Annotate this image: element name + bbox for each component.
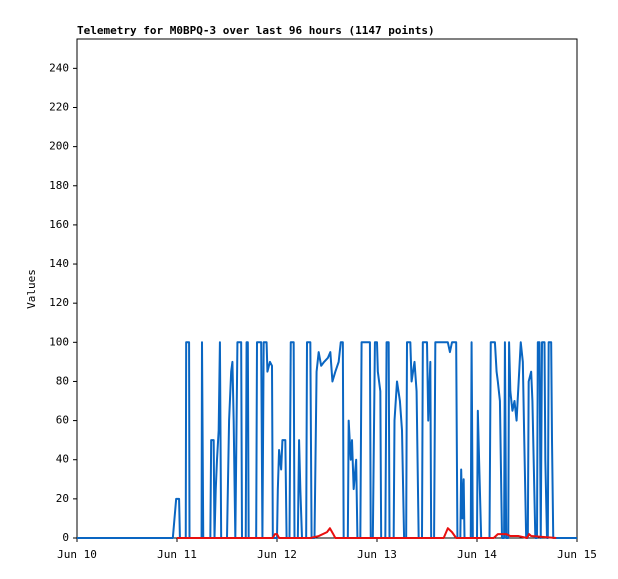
y-tick-label: 200 xyxy=(49,140,69,153)
y-tick-label: 80 xyxy=(56,374,69,387)
y-tick-label: 220 xyxy=(49,100,69,113)
y-tick-label: 100 xyxy=(49,335,69,348)
data-line xyxy=(77,341,577,539)
chart-title: Telemetry for M0BPQ-3 over last 96 hours… xyxy=(77,24,435,37)
y-tick-label: 120 xyxy=(49,296,69,309)
y-tick-label: 240 xyxy=(49,61,69,74)
y-tick-label: 0 xyxy=(62,531,69,544)
y-tick-label: 40 xyxy=(56,453,69,466)
y-tick-label: 20 xyxy=(56,492,69,505)
y-tick-label: 160 xyxy=(49,218,69,231)
y-tick-label: 180 xyxy=(49,179,69,192)
x-tick-label: Jun 12 xyxy=(257,548,297,561)
y-tick-label: 140 xyxy=(49,257,69,270)
x-tick-label: Jun 13 xyxy=(357,548,397,561)
y-tick-label: 60 xyxy=(56,414,69,427)
x-tick-label: Jun 14 xyxy=(457,548,497,561)
data-line xyxy=(177,527,557,539)
plot-frame xyxy=(76,38,578,539)
x-tick-label: Jun 10 xyxy=(57,548,97,561)
x-tick-label: Jun 11 xyxy=(157,548,197,561)
x-tick-label: Jun 15 xyxy=(557,548,597,561)
y-axis-label: Values xyxy=(25,269,38,309)
